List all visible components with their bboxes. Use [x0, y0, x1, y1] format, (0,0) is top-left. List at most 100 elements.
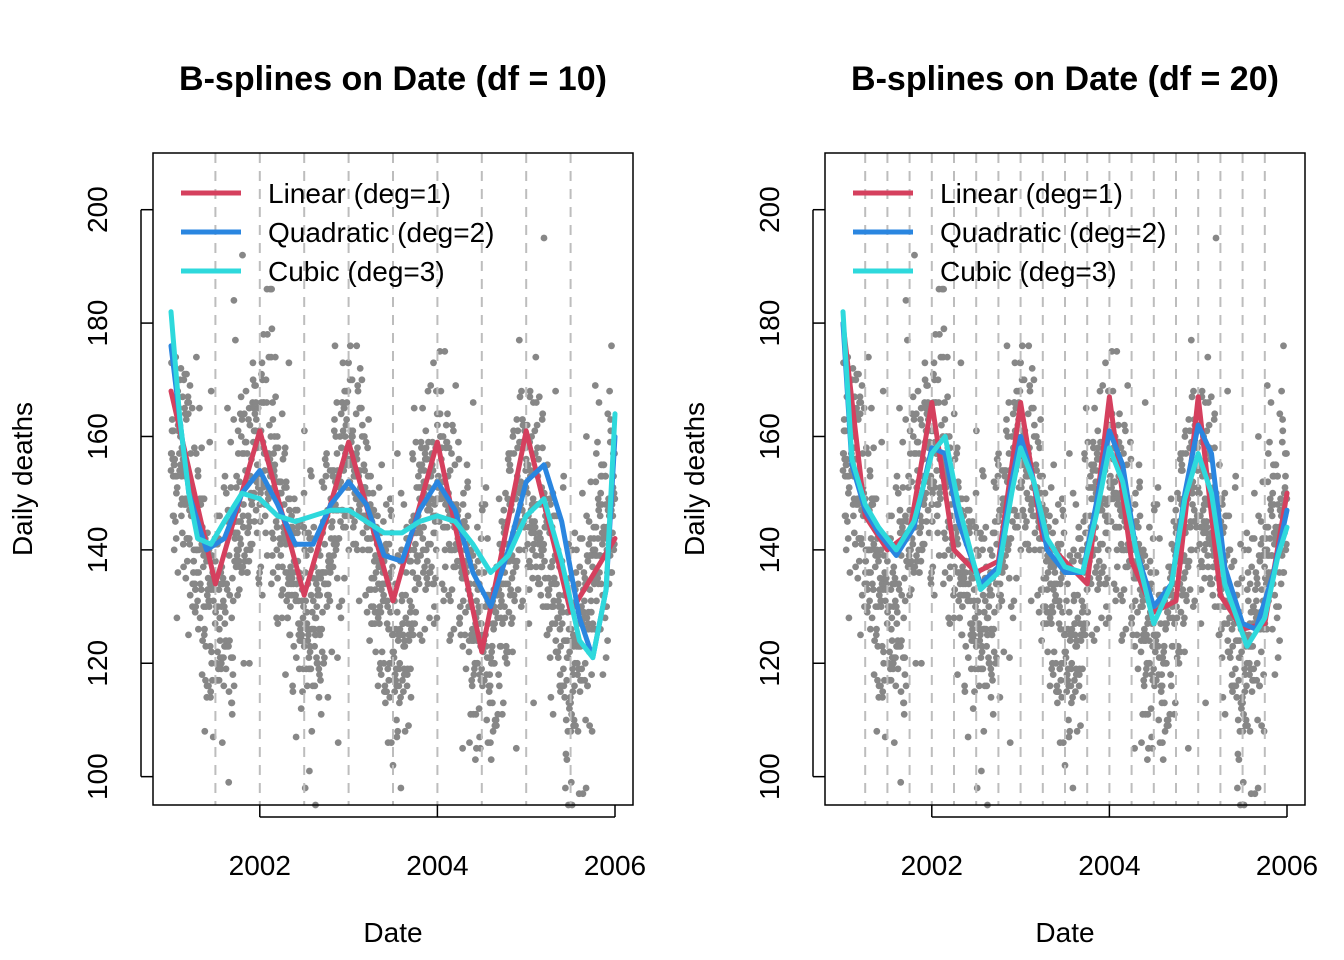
data-point: [1208, 580, 1216, 588]
data-point: [867, 569, 874, 576]
data-point: [405, 637, 413, 644]
data-point: [905, 484, 912, 491]
data-point: [493, 722, 500, 729]
data-point: [950, 591, 957, 599]
data-point: [516, 546, 524, 554]
data-point: [1209, 591, 1217, 599]
data-point: [374, 682, 382, 690]
data-point: [900, 614, 908, 622]
data-point: [449, 421, 456, 429]
data-point: [1264, 523, 1272, 531]
data-point: [281, 450, 289, 457]
x-axis-label: Date: [363, 917, 422, 948]
data-point: [317, 574, 325, 582]
data-point: [332, 546, 340, 554]
data-point: [207, 688, 215, 695]
data-point: [421, 450, 429, 457]
plot-frame: [824, 152, 1306, 806]
data-point: [972, 489, 980, 497]
data-point: [1027, 597, 1035, 605]
data-point: [355, 506, 363, 514]
data-point: [315, 665, 323, 673]
data-point: [393, 733, 401, 741]
data-point: [1190, 387, 1197, 395]
data-point: [875, 591, 883, 599]
data-point: [236, 478, 244, 486]
data-point: [407, 557, 415, 565]
data-point: [945, 546, 953, 554]
data-point: [409, 631, 417, 639]
data-point: [1098, 506, 1106, 514]
data-point: [591, 546, 599, 554]
data-point: [890, 563, 898, 571]
data-point: [338, 444, 345, 452]
data-point: [412, 608, 420, 616]
data-point: [1275, 603, 1282, 610]
data-point: [395, 665, 403, 673]
data-point: [421, 625, 429, 633]
data-point: [219, 597, 227, 605]
data-point: [553, 580, 560, 588]
data-point: [1102, 359, 1109, 367]
data-point: [913, 552, 920, 559]
data-point: [599, 671, 607, 678]
data-point: [855, 557, 863, 565]
data-point: [230, 682, 238, 690]
data-point: [1075, 671, 1083, 678]
data-point: [942, 535, 949, 542]
data-point: [468, 676, 476, 684]
data-point: [1005, 450, 1013, 457]
data-point: [185, 535, 193, 542]
data-point: [1131, 597, 1139, 605]
data-point: [335, 535, 343, 542]
data-point: [584, 682, 591, 690]
data-point: [843, 461, 850, 469]
data-point: [312, 580, 320, 588]
data-point: [1205, 421, 1213, 429]
data-point: [1212, 234, 1220, 242]
data-point: [411, 586, 419, 593]
data-point: [1232, 682, 1240, 690]
data-point: [268, 529, 276, 537]
data-point: [237, 393, 245, 401]
data-point: [472, 710, 480, 718]
data-point: [251, 410, 259, 418]
data-point: [208, 648, 215, 656]
data-point: [573, 546, 580, 554]
data-point: [498, 710, 506, 718]
data-point: [420, 523, 427, 531]
data-point: [217, 665, 225, 673]
data-point: [229, 654, 237, 661]
data-point: [1071, 620, 1079, 627]
data-point: [1159, 756, 1167, 763]
data-point: [1096, 387, 1104, 395]
data-point: [990, 478, 998, 486]
data-point: [1074, 552, 1082, 559]
data-point: [456, 620, 463, 627]
data-point: [982, 625, 990, 633]
data-point: [872, 495, 880, 503]
data-point: [271, 353, 279, 361]
data-point: [531, 427, 539, 435]
data-point: [403, 671, 411, 678]
data-point: [1244, 569, 1252, 576]
data-point: [430, 359, 437, 367]
y-tick-label: 120: [82, 640, 113, 687]
data-point: [246, 421, 254, 429]
data-point: [1188, 489, 1196, 497]
data-point: [407, 665, 414, 673]
data-point: [856, 393, 864, 401]
data-point: [306, 648, 314, 656]
data-point: [983, 642, 990, 650]
data-point: [264, 331, 271, 338]
data-point: [595, 506, 603, 514]
chart-title: B-splines on Date (df = 10): [179, 60, 607, 98]
data-point: [309, 597, 317, 605]
data-point: [352, 410, 360, 418]
data-point: [216, 512, 224, 520]
data-point: [1052, 659, 1060, 667]
data-point: [1254, 580, 1261, 588]
data-point: [852, 376, 860, 384]
data-point: [317, 676, 324, 684]
data-point: [583, 433, 590, 440]
